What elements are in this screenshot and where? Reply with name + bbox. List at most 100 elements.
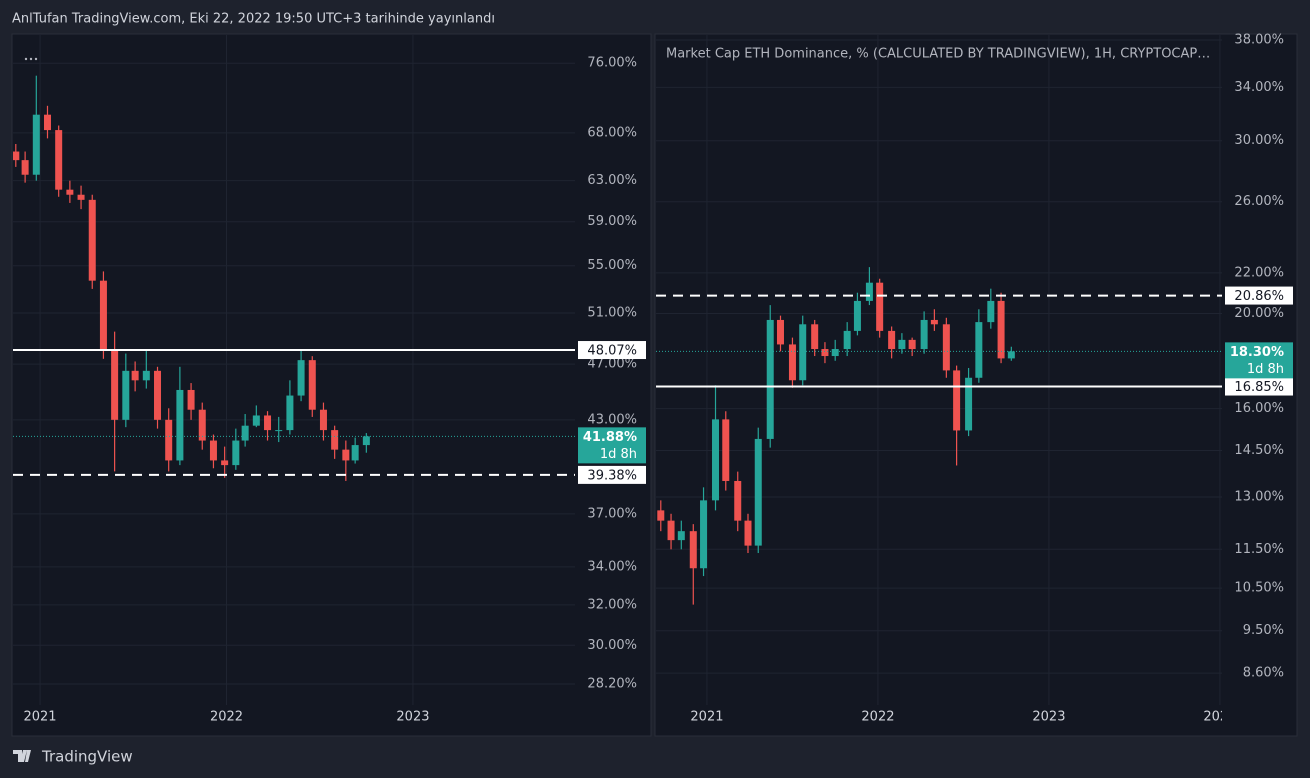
y-tick-label: 47.00% bbox=[587, 357, 637, 372]
candle-body bbox=[221, 460, 229, 466]
y-tick-label: 16.00% bbox=[1234, 401, 1284, 416]
last-price-label: 18.30% bbox=[1230, 345, 1284, 360]
countdown: 1d 8h bbox=[1247, 362, 1284, 377]
y-tick-label: 14.50% bbox=[1234, 443, 1284, 458]
candle-body bbox=[987, 300, 995, 323]
price-label-box bbox=[578, 341, 646, 360]
header-title: AnlTufan TradingView.com, Eki 22, 2022 1… bbox=[12, 12, 495, 27]
candle-body bbox=[712, 419, 720, 501]
last-price-label: 41.88% bbox=[583, 430, 637, 445]
candle-body bbox=[920, 319, 928, 350]
more-icon[interactable] bbox=[24, 57, 38, 61]
candle-body bbox=[865, 282, 873, 301]
candle-body bbox=[99, 280, 107, 350]
candle-body bbox=[843, 330, 851, 350]
y-tick-label: 30.00% bbox=[1234, 133, 1284, 148]
candle-body bbox=[799, 324, 807, 381]
y-tick-label: 11.50% bbox=[1234, 542, 1284, 557]
y-tick-label: 76.00% bbox=[587, 56, 637, 71]
last-price-box bbox=[578, 427, 646, 464]
y-tick-label: 38.00% bbox=[1234, 33, 1284, 48]
candle-body bbox=[122, 370, 130, 420]
candle-body bbox=[700, 500, 708, 569]
candle-body bbox=[876, 282, 884, 331]
x-axis: 2021 2022 2023 2024 bbox=[690, 710, 1236, 725]
candle-body bbox=[241, 425, 249, 441]
panel bbox=[654, 33, 1298, 737]
candle-body bbox=[888, 330, 896, 350]
candle-body bbox=[657, 510, 665, 521]
candle-body bbox=[975, 322, 983, 378]
candle-body bbox=[821, 349, 829, 357]
last-price-box bbox=[1225, 342, 1293, 379]
candle-body bbox=[154, 370, 162, 420]
x-tick-label: 2023 bbox=[1032, 710, 1065, 725]
candle-body bbox=[43, 114, 51, 131]
candle-body bbox=[77, 194, 85, 200]
plot-area bbox=[13, 35, 575, 705]
price-label: 16.85% bbox=[1234, 380, 1284, 395]
candle-body bbox=[13, 151, 20, 161]
y-tick-label: 68.00% bbox=[587, 125, 637, 140]
panel bbox=[11, 33, 652, 737]
price-label: 20.86% bbox=[1234, 289, 1284, 304]
y-tick-label: 63.00% bbox=[587, 173, 637, 188]
candle-body bbox=[766, 319, 774, 439]
candle-body bbox=[953, 370, 961, 431]
candle-body bbox=[362, 436, 370, 446]
y-tick-label: 28.20% bbox=[587, 677, 637, 692]
candle-body bbox=[111, 349, 119, 420]
candle-body bbox=[198, 409, 206, 441]
candle-body bbox=[308, 360, 316, 410]
price-label-box bbox=[1225, 377, 1293, 396]
price-label-box bbox=[1225, 286, 1293, 305]
y-tick-label: 55.00% bbox=[587, 258, 637, 273]
candle-body bbox=[722, 419, 730, 481]
x-tick-label: 2022 bbox=[861, 710, 894, 725]
candle-body bbox=[131, 370, 139, 381]
x-tick-label: 2022 bbox=[210, 710, 243, 725]
y-tick-label: 43.00% bbox=[587, 412, 637, 427]
plot-area bbox=[656, 35, 1222, 705]
candle-body bbox=[252, 415, 260, 426]
candle-body bbox=[319, 409, 327, 431]
candle-body bbox=[142, 370, 150, 381]
candle-body bbox=[88, 199, 96, 281]
candle-body bbox=[264, 415, 272, 431]
price-label: 48.07% bbox=[587, 344, 637, 359]
y-tick-label: 10.50% bbox=[1234, 581, 1284, 596]
candle-body bbox=[66, 189, 74, 195]
x-tick-label: 2024 bbox=[1203, 710, 1236, 725]
candle-body bbox=[342, 449, 350, 461]
candle-body bbox=[32, 114, 40, 175]
price-label: 39.38% bbox=[587, 468, 637, 483]
countdown: 1d 8h bbox=[600, 447, 637, 462]
candle-body bbox=[997, 300, 1005, 359]
candle-body bbox=[351, 445, 359, 461]
y-tick-label: 9.50% bbox=[1243, 623, 1284, 638]
y-tick-label: 34.00% bbox=[587, 559, 637, 574]
y-tick-label: 8.60% bbox=[1243, 666, 1284, 681]
candle-body bbox=[689, 531, 697, 569]
y-tick-label: 22.00% bbox=[1234, 265, 1284, 280]
y-tick-label: 26.00% bbox=[1234, 194, 1284, 209]
y-tick-label: 34.00% bbox=[1234, 80, 1284, 95]
candle-body bbox=[187, 389, 195, 410]
candle-body bbox=[286, 395, 294, 431]
candle-body bbox=[853, 300, 861, 331]
brand: TradingView bbox=[41, 748, 133, 766]
y-tick-label: 51.00% bbox=[587, 305, 637, 320]
candle-body bbox=[734, 480, 742, 521]
x-tick-label: 2021 bbox=[690, 710, 723, 725]
candle-body bbox=[21, 160, 29, 175]
candle-body bbox=[176, 389, 184, 461]
candle-body bbox=[744, 520, 752, 546]
candle-body bbox=[331, 430, 339, 450]
candle-body bbox=[754, 438, 762, 546]
price-label-box bbox=[578, 465, 646, 484]
candle-body bbox=[930, 319, 938, 325]
candle-body bbox=[55, 130, 63, 190]
y-tick-label: 30.00% bbox=[587, 638, 637, 653]
x-tick-label: 2023 bbox=[396, 710, 429, 725]
y-tick-label: 20.00% bbox=[1234, 306, 1284, 321]
